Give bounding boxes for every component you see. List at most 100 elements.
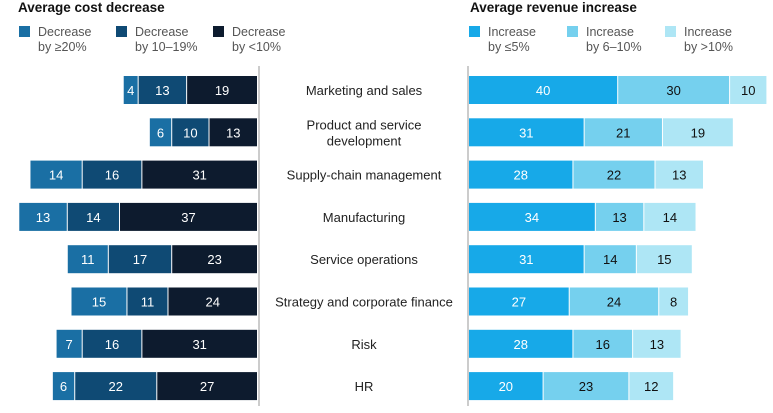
category-label: Product and service development <box>307 117 422 148</box>
revenue-bar-value: 12 <box>644 379 658 394</box>
revenue-legend-item-2: Increase by 6–10% <box>567 25 642 54</box>
revenue-legend-swatch-1 <box>469 26 480 37</box>
cost-bar-segment <box>19 202 67 231</box>
revenue-legend-label-2: Increase by 6–10% <box>586 25 642 54</box>
revenue-bar-segment <box>595 202 644 231</box>
cost-legend-label-1: Decrease by ≥20% <box>38 25 92 54</box>
cost-bar-value: 31 <box>192 168 206 183</box>
cost-legend-item-1: Decrease by ≥20% <box>19 25 92 54</box>
revenue-bar-value: 10 <box>741 83 755 98</box>
revenue-bar-segment <box>573 329 633 358</box>
cost-bar-segment <box>187 76 257 104</box>
category-label: Risk <box>351 337 377 352</box>
revenue-bar-segment <box>573 160 655 189</box>
category-label: Supply-chain management <box>287 168 442 183</box>
revenue-bar-value: 22 <box>607 168 621 183</box>
cost-bar-segment <box>127 287 168 316</box>
revenue-bar-segment <box>655 160 703 189</box>
cost-bar-segment <box>168 287 257 316</box>
cost-bar-value: 13 <box>226 125 240 140</box>
revenue-bar-segment <box>469 118 584 147</box>
revenue-legend-label-3: Increase by >10% <box>684 25 733 54</box>
cost-legend-item-3: Decrease by <10% <box>213 25 286 54</box>
revenue-bar-value: 16 <box>596 337 610 352</box>
revenue-bar-value: 15 <box>657 252 671 267</box>
cost-bar-segment <box>172 245 257 274</box>
revenue-bar-segment <box>469 287 569 316</box>
revenue-legend-swatch-2 <box>567 26 578 37</box>
revenue-legend-swatch-3 <box>665 26 676 37</box>
cost-legend-swatch-1 <box>19 26 30 37</box>
cost-bar-value: 17 <box>133 252 147 267</box>
revenue-bar-value: 31 <box>519 252 533 267</box>
cost-bar-value: 14 <box>49 168 63 183</box>
revenue-bar-value: 13 <box>612 210 626 225</box>
cost-bar-segment <box>108 245 172 274</box>
revenue-bar-value: 14 <box>603 252 617 267</box>
cost-legend-item-2: Decrease by 10–19% <box>116 25 198 54</box>
cost-bar-segment <box>142 160 257 189</box>
cost-bar-value: 24 <box>206 295 220 310</box>
cost-bar-segment <box>30 160 82 189</box>
cost-bar-value: 37 <box>181 210 195 225</box>
revenue-legend-label-1: Increase by ≤5% <box>488 25 536 54</box>
revenue-bar-segment <box>633 329 681 358</box>
cost-bar-segment <box>52 372 75 401</box>
cost-bar-value: 13 <box>155 83 169 98</box>
revenue-bar-segment <box>662 118 733 147</box>
cost-bar-value: 11 <box>81 252 95 267</box>
category-label: Strategy and corporate finance <box>275 295 453 310</box>
cost-bar-value: 6 <box>60 379 67 394</box>
revenue-bar-segment <box>659 287 689 316</box>
cost-bar-segment <box>71 287 127 316</box>
cost-bar-segment <box>82 329 142 358</box>
category-label: Service operations <box>310 252 418 267</box>
revenue-bar-segment <box>584 118 662 147</box>
revenue-bar-value: 14 <box>663 210 677 225</box>
cost-bar-segment <box>157 372 257 401</box>
cost-bar-segment <box>67 202 119 231</box>
revenue-panel-title: Average revenue increase <box>470 0 637 15</box>
revenue-bar-value: 28 <box>513 337 527 352</box>
cost-bar-segment <box>67 245 108 274</box>
revenue-legend-item-3: Increase by >10% <box>665 25 733 54</box>
revenue-bar-value: 20 <box>499 379 513 394</box>
cost-bar-value: 6 <box>157 125 164 140</box>
cost-bar-value: 13 <box>36 210 50 225</box>
revenue-bar-segment <box>543 372 629 401</box>
revenue-bar-value: 27 <box>512 295 526 310</box>
revenue-bar-value: 28 <box>513 168 527 183</box>
category-label: HR <box>355 379 374 394</box>
cost-bar-value: 7 <box>66 337 73 352</box>
revenue-bar-value: 31 <box>519 125 533 140</box>
cost-bar-segment <box>138 76 187 104</box>
revenue-bar-value: 13 <box>650 337 664 352</box>
category-label: Marketing and sales <box>306 83 423 98</box>
cost-bar-value: 23 <box>207 252 221 267</box>
cost-panel-title: Average cost decrease <box>18 0 165 15</box>
cost-bar-value: 10 <box>183 125 197 140</box>
revenue-bar-segment <box>469 245 584 274</box>
revenue-bar-value: 23 <box>579 379 593 394</box>
revenue-bar-segment <box>584 245 636 274</box>
revenue-bar-segment <box>636 245 692 274</box>
cost-bar-value: 22 <box>109 379 123 394</box>
cost-legend-swatch-2 <box>116 26 127 37</box>
revenue-bar-value: 24 <box>607 295 621 310</box>
cost-bar-value: 16 <box>105 168 119 183</box>
revenue-bar-segment <box>469 160 573 189</box>
revenue-bar-value: 8 <box>670 295 677 310</box>
revenue-bar-value: 19 <box>691 125 705 140</box>
cost-bar-value: 27 <box>200 379 214 394</box>
cost-bar-segment <box>119 202 258 231</box>
cost-bar-segment <box>172 118 209 147</box>
revenue-bar-segment <box>618 76 730 104</box>
cost-bar-value: 14 <box>86 210 100 225</box>
cost-bar-segment <box>142 329 257 358</box>
revenue-bar-segment <box>469 372 543 401</box>
revenue-bar-segment <box>469 329 573 358</box>
revenue-bar-value: 34 <box>525 210 539 225</box>
revenue-bar-segment <box>469 202 595 231</box>
cost-bar-value: 19 <box>215 83 229 98</box>
